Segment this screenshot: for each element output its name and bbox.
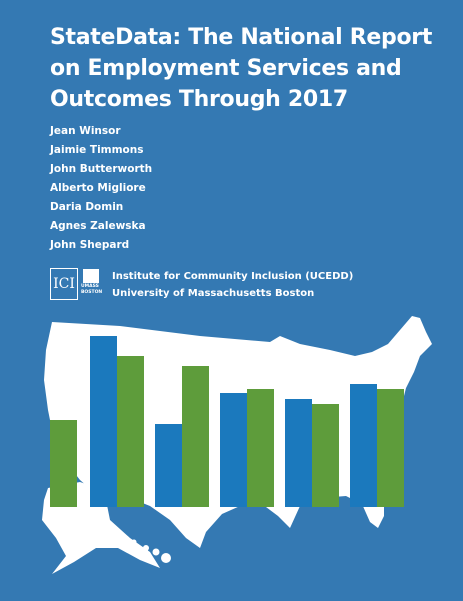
institution: Institute for Community Inclusion (UCEDD…	[112, 268, 353, 302]
logo: ICI UMASS BOSTON	[50, 268, 104, 302]
title-line: on Employment Services and	[50, 56, 402, 81]
hawaii	[131, 539, 171, 563]
institution-line: Institute for Community Inclusion (UCEDD…	[112, 271, 354, 282]
report-title: StateData: The National Report on Employ…	[50, 22, 432, 115]
author: John Butterworth	[50, 163, 153, 175]
decorative-bars	[50, 336, 404, 507]
author: Agnes Zalewska	[50, 220, 146, 232]
author: Daria Domin	[50, 201, 124, 213]
author: John Shepard	[50, 239, 130, 251]
author: Alberto Migliore	[50, 182, 146, 194]
umass-logo: UMASS BOSTON	[81, 284, 103, 295]
author: Jean Winsor	[50, 125, 121, 137]
author: Jaimie Timmons	[50, 144, 144, 156]
institution-line: University of Massachusetts Boston	[112, 288, 315, 299]
title-line: StateData: The National Report	[50, 25, 433, 50]
ici-logo: ICI	[50, 268, 78, 300]
title-line: Outcomes Through 2017	[50, 87, 348, 112]
umass-mark	[83, 269, 99, 283]
author-list: Jean Winsor Jaimie Timmons John Butterwo…	[50, 122, 152, 255]
